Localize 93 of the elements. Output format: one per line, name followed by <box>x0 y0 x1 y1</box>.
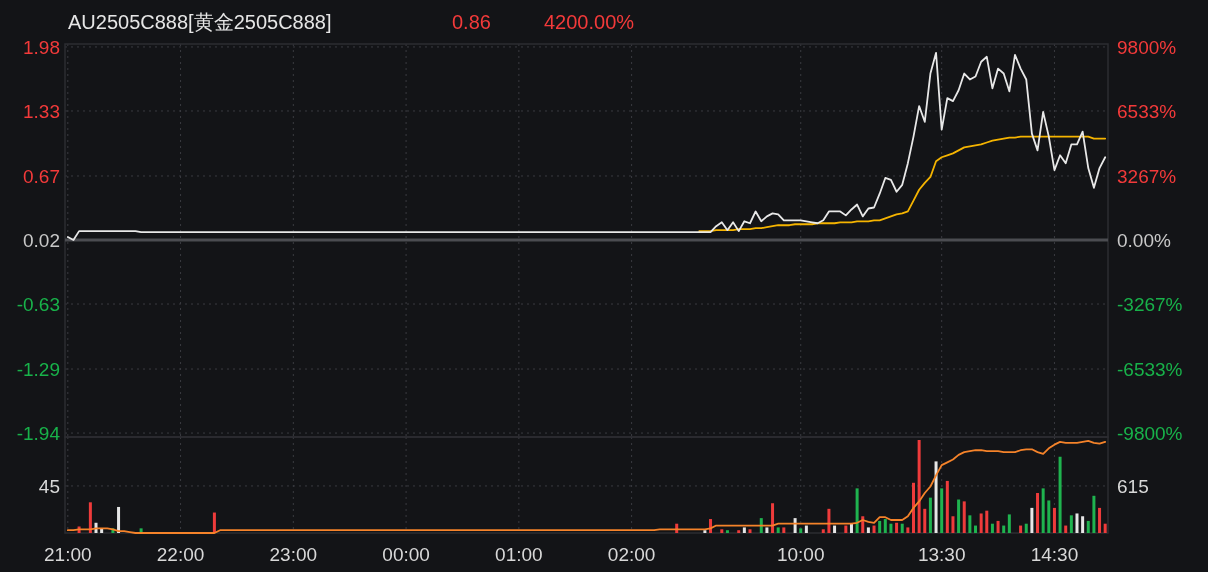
y-tick-label: -1.94 <box>16 423 61 445</box>
x-tick-label: 00:00 <box>382 544 430 565</box>
bar <box>951 516 955 533</box>
bar <box>1002 525 1006 533</box>
bar <box>827 508 831 533</box>
bar <box>940 488 944 533</box>
text: 615 <box>1117 475 1149 497</box>
text: 45 <box>38 475 60 497</box>
bar <box>883 519 887 533</box>
bar <box>804 525 808 533</box>
bar <box>928 497 932 533</box>
text: 4200.00% <box>544 11 635 33</box>
bar <box>1081 516 1085 533</box>
bar <box>833 525 837 533</box>
bar <box>895 522 899 533</box>
bar <box>737 530 741 533</box>
bar <box>1036 493 1040 533</box>
x-tick-label: 14:30 <box>1030 544 1079 565</box>
y2-tick-label: 0.00% <box>1117 230 1171 252</box>
bar <box>872 525 876 533</box>
bar <box>1019 525 1023 533</box>
y2-tick-label: -9800% <box>1117 423 1183 445</box>
y2-tick-label: -6533% <box>1117 358 1183 380</box>
bar <box>889 523 893 533</box>
bar <box>782 527 786 533</box>
bar <box>985 510 989 533</box>
y2-tick-label: -3267% <box>1117 294 1183 316</box>
bar <box>1024 523 1028 533</box>
bar <box>979 513 983 533</box>
bar <box>1069 515 1073 533</box>
bar <box>855 488 859 533</box>
bar <box>962 501 966 533</box>
x-tick-label: 23:00 <box>269 544 318 565</box>
bar <box>900 523 904 533</box>
x-tick-label: 01:00 <box>495 544 543 565</box>
y-tick-label: -1.29 <box>16 359 60 381</box>
bar <box>968 515 972 533</box>
bar <box>742 527 746 533</box>
x-tick-label: 21:00 <box>44 544 92 565</box>
y2-tick-label: 3267% <box>1117 165 1177 187</box>
bar <box>776 527 780 533</box>
bar <box>1086 520 1090 533</box>
bar <box>990 523 994 533</box>
bar <box>945 480 949 533</box>
bar <box>1052 507 1056 533</box>
y-tick-label: 1.33 <box>23 100 60 122</box>
x-tick-label: 02:00 <box>607 544 656 565</box>
bar <box>974 525 978 533</box>
bar <box>759 518 763 533</box>
bar <box>1007 514 1011 533</box>
bar <box>934 461 938 533</box>
line-series <box>698 135 1107 233</box>
bar <box>1047 500 1051 533</box>
x-tick-label: 13:30 <box>917 544 966 565</box>
x-tick-label: 22:00 <box>156 544 205 565</box>
bar <box>957 499 961 533</box>
chart-title: AU2505C888[黄金2505C888] <box>68 11 332 33</box>
bar <box>1103 523 1107 533</box>
bar <box>1064 525 1068 533</box>
bar <box>878 520 882 533</box>
bar <box>1092 495 1096 533</box>
bar <box>917 440 921 533</box>
y-tick-label: 1.98 <box>23 36 60 58</box>
bar <box>1058 456 1062 533</box>
bar <box>844 525 848 533</box>
y2-tick-label: 9800% <box>1117 36 1177 58</box>
bar <box>866 527 870 533</box>
bar <box>720 529 724 533</box>
bar <box>1041 488 1045 533</box>
bar <box>1098 507 1102 533</box>
bar <box>748 529 752 533</box>
bar <box>1030 507 1034 533</box>
bar <box>725 530 729 533</box>
bar <box>912 482 915 533</box>
bar <box>923 508 927 533</box>
y-tick-label: -0.63 <box>16 294 60 316</box>
bar <box>117 506 121 533</box>
y2-tick-label: 6533% <box>1117 101 1177 123</box>
bar <box>703 530 707 533</box>
y-tick-label: 0.02 <box>23 230 60 252</box>
bar <box>996 520 1000 533</box>
bar <box>906 527 910 533</box>
x-tick-label: 10:00 <box>776 544 825 565</box>
line-series <box>66 51 1107 241</box>
bar <box>88 502 92 533</box>
bar <box>1075 513 1079 533</box>
y-tick-label: 0.67 <box>23 165 60 187</box>
bar <box>765 527 769 533</box>
bar <box>212 512 216 533</box>
bar <box>771 503 775 533</box>
bar <box>821 529 825 533</box>
bar <box>799 528 803 533</box>
text: 0.86 <box>452 11 491 33</box>
